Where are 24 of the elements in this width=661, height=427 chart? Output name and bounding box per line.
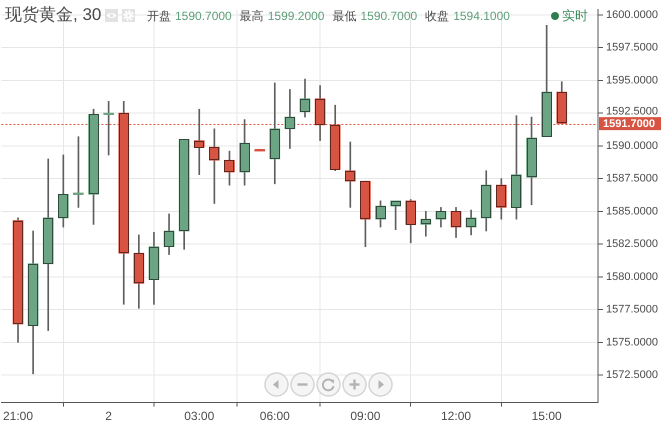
y-tick-label: 1575.0000 <box>606 336 658 348</box>
y-tick-label: 1580.0000 <box>606 270 658 283</box>
x-tick-label: 03:00 <box>184 409 215 424</box>
x-tick-label: 12:00 <box>441 409 472 424</box>
y-tick-label: 1590.0000 <box>606 140 658 152</box>
y-tick-label: 1585.0000 <box>606 205 658 218</box>
y-tick-label: 1600.0000 <box>606 8 658 21</box>
y-tick-label: 1587.5000 <box>606 172 658 185</box>
y-tick-label: 1592.5000 <box>606 105 658 118</box>
y-tick-label: 1597.5000 <box>606 42 658 54</box>
y-tick-label: 1572.5000 <box>606 369 658 382</box>
ref-line-label: 1591.7000 <box>603 118 655 130</box>
x-tick-label: 15:00 <box>532 409 562 424</box>
x-tick-label: 21:00 <box>3 409 34 424</box>
x-tick-label: 09:00 <box>350 409 381 424</box>
x-tick-label: 06:00 <box>260 409 290 424</box>
y-tick-label: 1595.0000 <box>606 74 658 86</box>
annotation: 实时 <box>562 7 588 25</box>
y-tick-label: 1577.5000 <box>606 304 658 316</box>
chart-subtitle: 开盘 1590.7000 最高 1599.2000 最低 1590.7000 收盘 1594.1000 <box>147 9 510 23</box>
y-tick-label: 1582.5000 <box>606 238 658 250</box>
chart-title: 现货黄金, 30 <box>5 5 102 25</box>
candlestick <box>73 136 84 208</box>
x-tick-label: 2 <box>105 409 112 424</box>
